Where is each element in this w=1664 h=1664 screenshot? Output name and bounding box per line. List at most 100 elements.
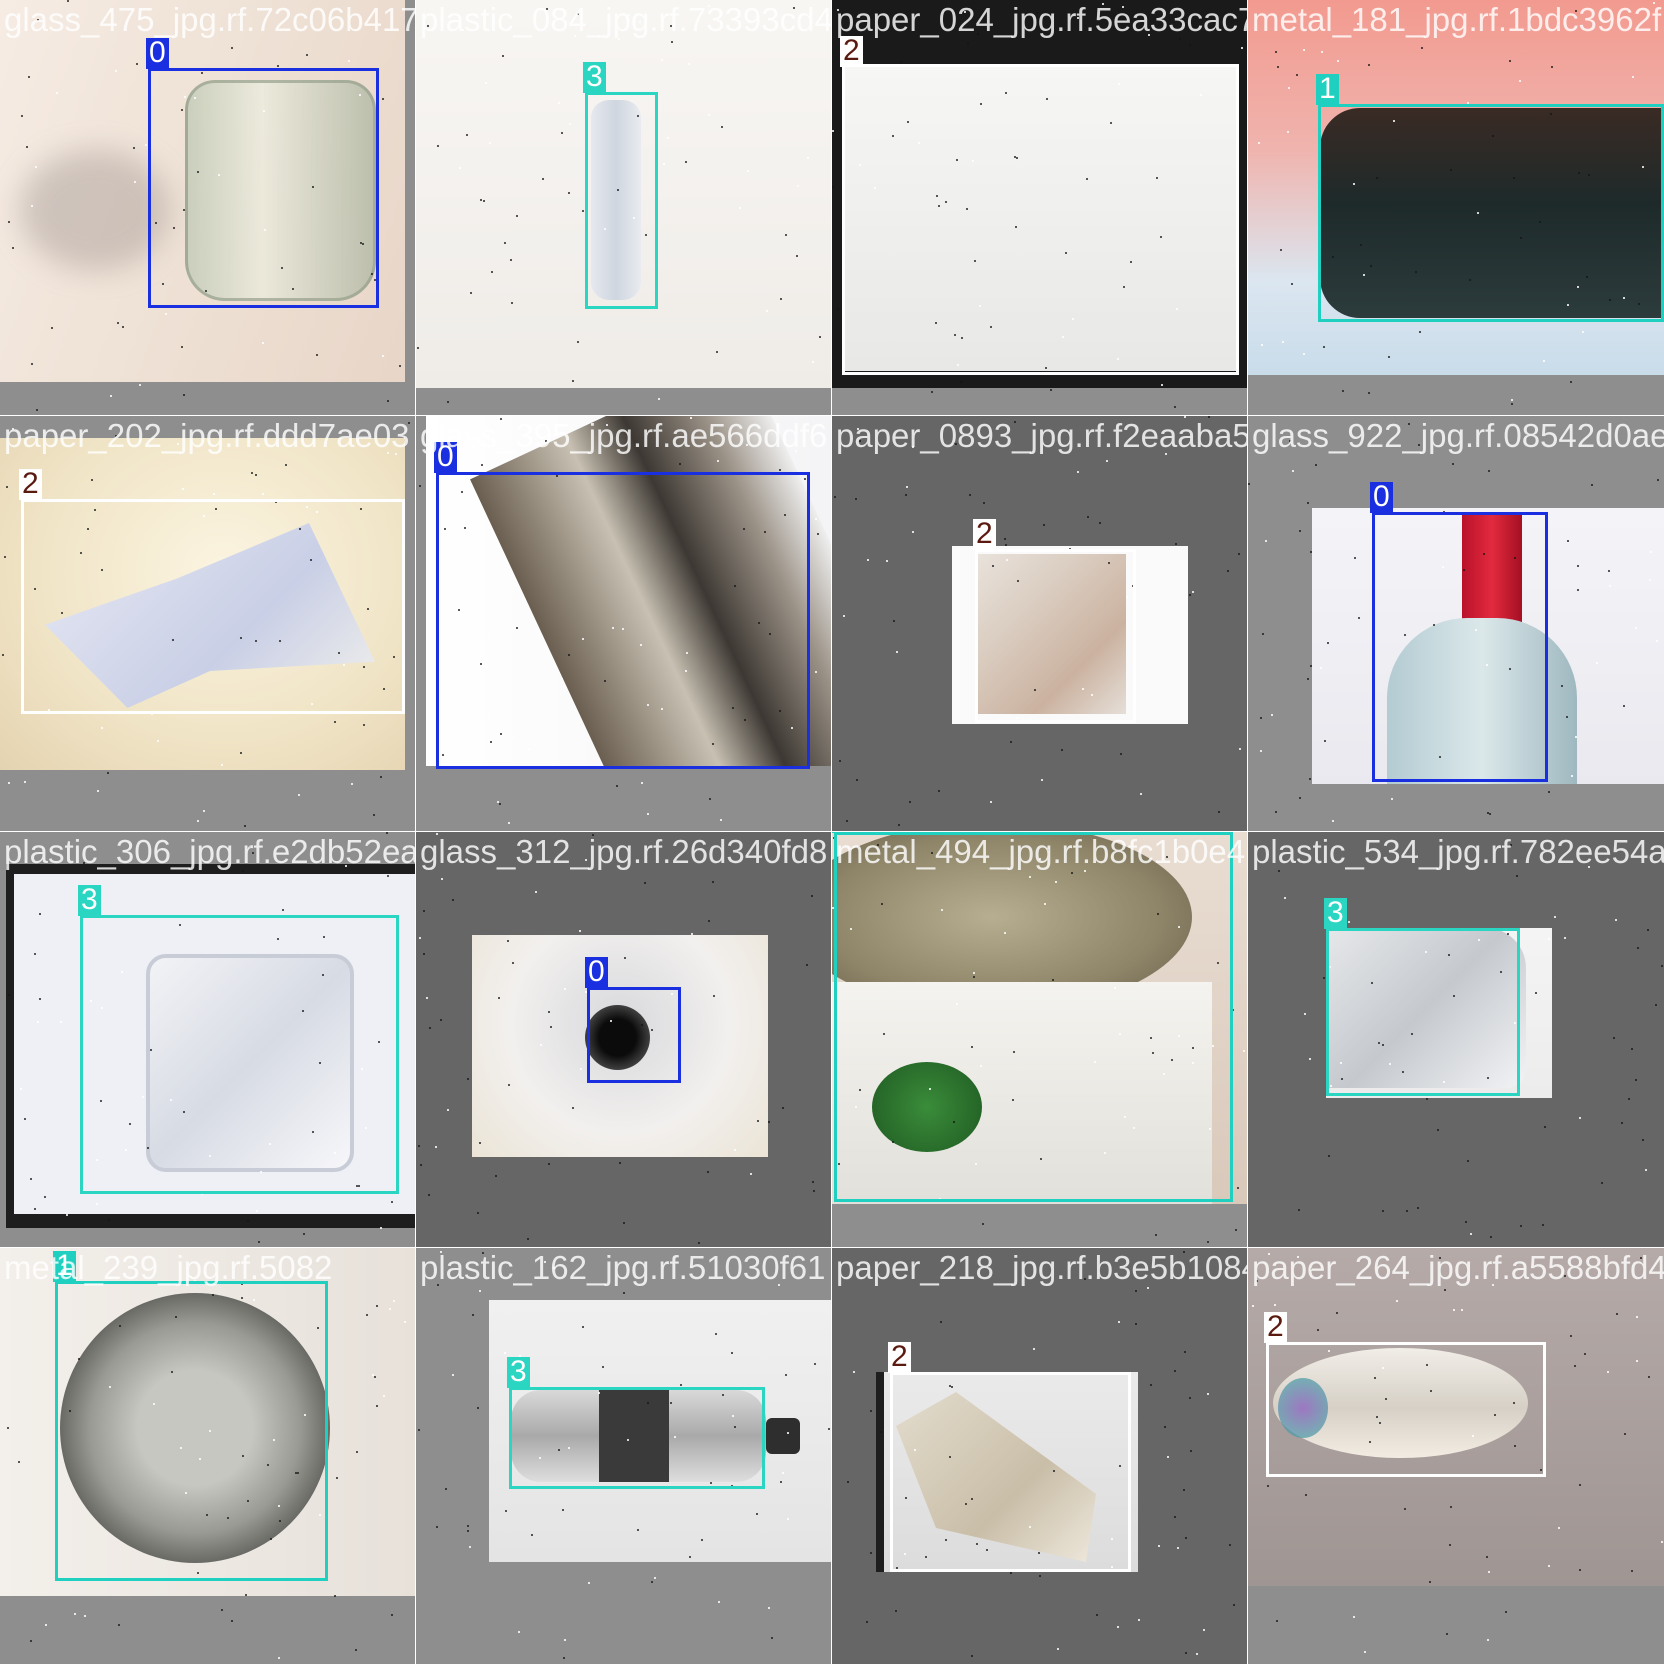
noise-speck	[1661, 965, 1663, 967]
tile-filename: plastic_162_jpg.rf.51030f61	[420, 1249, 826, 1286]
noise-speck	[1077, 471, 1079, 473]
noise-speck	[303, 1233, 305, 1235]
class-label: 0	[585, 957, 608, 988]
noise-speck	[436, 1526, 438, 1528]
noise-speck	[469, 1546, 471, 1548]
noise-speck	[1353, 1616, 1355, 1618]
noise-speck	[1391, 798, 1393, 800]
noise-speck	[426, 997, 428, 999]
tile-9: 3 plastic_306_jpg.rf.e2db52ea	[0, 832, 415, 1247]
noise-speck	[1050, 389, 1052, 391]
noise-speck	[1010, 741, 1012, 743]
noise-speck	[1635, 1079, 1637, 1081]
noise-speck	[623, 1292, 625, 1294]
noise-speck	[84, 1615, 86, 1617]
tile-filename: paper_218_jpg.rf.b3e5b1084	[836, 1249, 1247, 1286]
photo-metal-can	[1248, 0, 1664, 375]
bottle-mouth-object	[585, 1005, 650, 1070]
noise-speck	[258, 1241, 260, 1243]
bbox-glass	[587, 987, 681, 1083]
class-label: 1	[1316, 74, 1339, 105]
photo-crumpled-paper	[0, 438, 405, 770]
noise-speck	[1591, 484, 1593, 486]
tile-filename: paper_0893_jpg.rf.f2eaaba54	[836, 417, 1247, 454]
noise-speck	[1315, 464, 1317, 466]
noise-speck	[1520, 1225, 1522, 1227]
tile-2: 3 plastic_084_jpg.rf.73393cd4	[416, 0, 831, 415]
noise-speck	[518, 1631, 520, 1633]
photo-plastic-container	[6, 864, 415, 1228]
bbox-metal	[55, 1281, 328, 1581]
noise-speck	[1235, 1229, 1237, 1231]
noise-speck	[1185, 1652, 1187, 1654]
noise-speck	[1041, 779, 1043, 781]
plastic-container-object	[146, 954, 354, 1172]
noise-speck	[418, 1145, 420, 1147]
tile-filename: glass_312_jpg.rf.26d340fd8	[420, 833, 828, 870]
noise-speck	[467, 1078, 469, 1080]
noise-speck	[839, 760, 841, 762]
noise-speck	[1511, 403, 1513, 405]
tile-filename: glass_475_jpg.rf.72c06b417	[4, 1, 415, 38]
tile-filename: glass_922_jpg.rf.08542d0ae	[1252, 417, 1664, 454]
noise-speck	[139, 384, 141, 386]
class-label: 2	[888, 1342, 911, 1373]
noise-speck	[429, 1027, 431, 1029]
tile-16: 2 paper_264_jpg.rf.a5588bfd4	[1248, 1248, 1664, 1664]
noise-speck	[1544, 1126, 1546, 1128]
bbox-paper	[842, 64, 1239, 375]
noise-speck	[452, 1374, 454, 1376]
noise-speck	[1548, 791, 1550, 793]
noise-speck	[1364, 1651, 1366, 1653]
noise-speck	[1276, 1620, 1278, 1622]
noise-speck	[1203, 1629, 1205, 1631]
noise-speck	[1489, 813, 1491, 815]
tile-11: 1 metal_494_jpg.rf.b8fc1b0e4	[832, 832, 1247, 1247]
noise-speck	[1175, 543, 1177, 545]
noise-speck	[866, 1621, 868, 1623]
noise-speck	[1601, 1182, 1603, 1184]
noise-speck	[1189, 1397, 1191, 1399]
noise-speck	[616, 785, 618, 787]
bbox-plastic	[80, 915, 399, 1194]
noise-speck	[8, 782, 10, 784]
noise-speck	[1564, 937, 1566, 939]
bbox-paper	[975, 549, 1136, 723]
photo-glass-jar	[0, 0, 405, 382]
tile-filename: metal_494_jpg.rf.b8fc1b0e4	[836, 833, 1246, 870]
noise-speck	[231, 1620, 233, 1622]
bbox-paper	[21, 499, 405, 714]
noise-speck	[896, 651, 898, 653]
noise-speck	[452, 899, 454, 901]
noise-speck	[1190, 1450, 1192, 1452]
noise-speck	[1645, 1169, 1647, 1171]
jar-shadow	[20, 150, 170, 270]
noise-speck	[1218, 811, 1220, 813]
noise-speck	[1470, 1233, 1472, 1235]
noise-speck	[1323, 977, 1325, 979]
noise-speck	[118, 1624, 120, 1626]
noise-speck	[107, 772, 109, 774]
bbox-glass	[436, 472, 810, 769]
noise-speck	[619, 1162, 621, 1164]
class-label: 0	[434, 442, 457, 473]
noise-speck	[1368, 392, 1370, 394]
tile-filename: metal_181_jpg.rf.1bdc3962f	[1252, 1, 1662, 38]
noise-speck	[298, 794, 300, 796]
noise-speck	[1505, 1611, 1507, 1613]
tile-3: 2 paper_024_jpg.rf.5ea33cac7	[832, 0, 1247, 415]
noise-speck	[712, 881, 714, 883]
class-label: 2	[973, 519, 996, 550]
noise-speck	[1465, 1221, 1467, 1223]
tile-7: 2 paper_0893_jpg.rf.f2eaaba54	[832, 416, 1247, 831]
noise-speck	[813, 1190, 815, 1192]
noise-speck	[905, 494, 907, 496]
noise-speck	[806, 964, 808, 966]
noise-speck	[440, 1019, 442, 1021]
glass-jar-object	[185, 80, 376, 301]
magazine-object	[976, 554, 1126, 714]
noise-speck	[1192, 591, 1194, 593]
bbox-metal	[1318, 104, 1664, 322]
class-label: 1	[53, 1251, 76, 1282]
photo-open-can	[0, 1248, 415, 1596]
